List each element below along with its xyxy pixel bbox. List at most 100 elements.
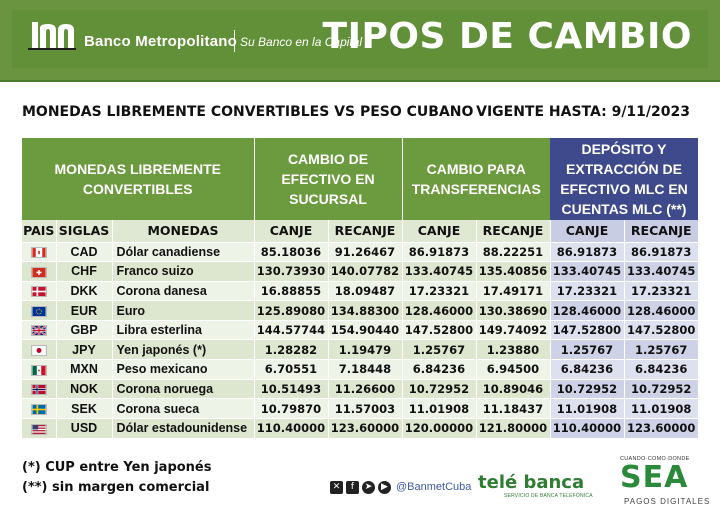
mlc-canje-cell: 110.40000 — [549, 417, 624, 438]
ef-canje-cell: 144.57744 — [253, 319, 328, 340]
denmark-flag-icon — [30, 286, 47, 298]
tr-canje-cell: 147.52800 — [401, 319, 476, 340]
social-links: ✕ f ➤ ▶ @BanmetCuba — [330, 479, 471, 495]
tr-canje-cell: 11.01908 — [401, 398, 476, 419]
mlc-canje-cell: 86.91873 — [549, 241, 624, 262]
ef-canje-cell: 16.88855 — [253, 280, 328, 301]
mlc-recanje-cell: 86.91873 — [623, 241, 698, 262]
mexico-flag-icon — [30, 364, 47, 376]
table-row: DKK Corona danesa 16.88855 18.09487 17.2… — [22, 280, 698, 301]
usa-flag-icon — [30, 423, 47, 435]
tr-recanje-cell: 121.80000 — [475, 417, 550, 438]
bank-name: Banco Metropolitano — [84, 33, 237, 50]
table-row: NOK Corona noruega 10.51493 11.26600 10.… — [22, 378, 698, 399]
siglas-cell: NOK — [55, 378, 112, 399]
mlc-recanje-cell: 11.01908 — [623, 398, 698, 419]
tr-canje-cell: 86.91873 — [401, 241, 476, 262]
pais-cell — [22, 417, 56, 438]
moneda-cell: Dólar canadiense — [111, 241, 254, 262]
mlc-canje-cell: 147.52800 — [549, 319, 624, 340]
tr-canje-cell: 133.40745 — [401, 261, 476, 282]
mlc-recanje-cell: 128.46000 — [623, 300, 698, 321]
sea-tagline-top: CUANDO·COMO·DONDE — [620, 456, 690, 462]
col-tr-recanje: RECANJE — [475, 220, 550, 242]
footnote-yen: (*) CUP entre Yen japonés — [22, 460, 212, 475]
col-siglas: SIGLAS — [55, 220, 112, 242]
mlc-recanje-cell: 10.72952 — [623, 378, 698, 399]
mlc-recanje-cell: 147.52800 — [623, 319, 698, 340]
table-row: USD Dólar estadounidense 110.40000 123.6… — [22, 417, 698, 438]
tr-recanje-cell: 11.18437 — [475, 398, 550, 419]
uk-flag-icon — [30, 325, 47, 337]
telegram-icon[interactable]: ➤ — [362, 480, 375, 494]
siglas-cell: JPY — [55, 339, 112, 360]
exchange-rate-table: MONEDAS LIBREMENTE CONVERTIBLES CAMBIO D… — [22, 138, 698, 438]
valid-until-date: VIGENTE HASTA: 9/11/2023 — [476, 104, 690, 120]
col-mlc-recanje: RECANJE — [623, 220, 698, 242]
ef-canje-cell: 1.28282 — [253, 339, 328, 360]
social-handle[interactable]: @BanmetCuba — [396, 481, 472, 493]
moneda-cell: Libra esterlina — [111, 319, 254, 340]
table-row: CHF Franco suizo 130.73930 140.07782 133… — [22, 261, 698, 282]
japan-flag-icon — [30, 344, 47, 356]
col-ef-canje: CANJE — [253, 220, 328, 242]
tr-recanje-cell: 10.89046 — [475, 378, 550, 399]
col-tr-canje: CANJE — [401, 220, 476, 242]
table-row: GBP Libra esterlina 144.57744 154.90440 … — [22, 319, 698, 340]
pais-cell — [22, 359, 56, 380]
mlc-recanje-cell: 1.25767 — [623, 339, 698, 360]
eu-flag-icon — [30, 305, 47, 317]
mlc-canje-cell: 17.23321 — [549, 280, 624, 301]
siglas-cell: MXN — [55, 359, 112, 380]
telebanca-tagline: SERVICIO DE BANCA TELEFÓNICA — [504, 493, 593, 499]
table-row: CAD Dólar canadiense 85.18036 91.26467 8… — [22, 241, 698, 262]
mlc-canje-cell: 10.72952 — [549, 378, 624, 399]
pais-cell — [22, 280, 56, 301]
col-pais: PAIS — [22, 220, 56, 242]
moneda-cell: Peso mexicano — [111, 359, 254, 380]
facebook-icon[interactable]: f — [346, 480, 359, 494]
moneda-cell: Dólar estadounidense — [111, 417, 254, 438]
table-row: MXN Peso mexicano 6.70551 7.18448 6.8423… — [22, 359, 698, 380]
tr-recanje-cell: 135.40856 — [475, 261, 550, 282]
siglas-cell: CHF — [55, 261, 112, 282]
x-icon[interactable]: ✕ — [330, 480, 343, 494]
ef-canje-cell: 130.73930 — [253, 261, 328, 282]
siglas-cell: USD — [55, 417, 112, 438]
tr-canje-cell: 17.23321 — [401, 280, 476, 301]
norway-flag-icon — [30, 384, 47, 396]
header-efectivo-group: CAMBIO DE EFECTIVO EN SUCURSAL — [253, 138, 402, 220]
pais-cell — [22, 261, 56, 282]
ef-recanje-cell: 11.26600 — [327, 378, 402, 399]
ef-canje-cell: 10.51493 — [253, 378, 328, 399]
header-mlc-group: DEPÓSITO Y EXTRACCIÓN DE EFECTIVO MLC EN… — [550, 138, 698, 220]
ef-recanje-cell: 154.90440 — [327, 319, 402, 340]
ef-canje-cell: 125.89080 — [253, 300, 328, 321]
col-mlc-canje: CANJE — [549, 220, 624, 242]
ef-canje-cell: 85.18036 — [253, 241, 328, 262]
tr-canje-cell: 10.72952 — [401, 378, 476, 399]
mlc-recanje-cell: 133.40745 — [623, 261, 698, 282]
header-bar: Banco Metropolitano Su Banco en la Capit… — [0, 0, 720, 80]
tr-canje-cell: 6.84236 — [401, 359, 476, 380]
tr-canje-cell: 120.00000 — [401, 417, 476, 438]
table-row: JPY Yen japonés (*) 1.28282 1.19479 1.25… — [22, 339, 698, 360]
moneda-cell: Corona sueca — [111, 398, 254, 419]
tr-canje-cell: 128.46000 — [401, 300, 476, 321]
footnotes: (*) CUP entre Yen japonés (**) sin marge… — [22, 458, 212, 498]
col-monedas: MONEDAS — [111, 220, 254, 242]
tr-canje-cell: 1.25767 — [401, 339, 476, 360]
footnote-margin: (**) sin margen comercial — [22, 480, 210, 495]
pais-cell — [22, 398, 56, 419]
siglas-cell: CAD — [55, 241, 112, 262]
ef-canje-cell: 110.40000 — [253, 417, 328, 438]
youtube-icon[interactable]: ▶ — [378, 480, 391, 494]
tr-recanje-cell: 149.74092 — [475, 319, 550, 340]
mlc-recanje-cell: 123.60000 — [623, 417, 698, 438]
siglas-cell: EUR — [55, 300, 112, 321]
ef-recanje-cell: 140.07782 — [327, 261, 402, 282]
ef-canje-cell: 6.70551 — [253, 359, 328, 380]
header-monedas-group: MONEDAS LIBREMENTE CONVERTIBLES — [22, 138, 254, 220]
ef-recanje-cell: 134.88300 — [327, 300, 402, 321]
tr-recanje-cell: 17.49171 — [475, 280, 550, 301]
